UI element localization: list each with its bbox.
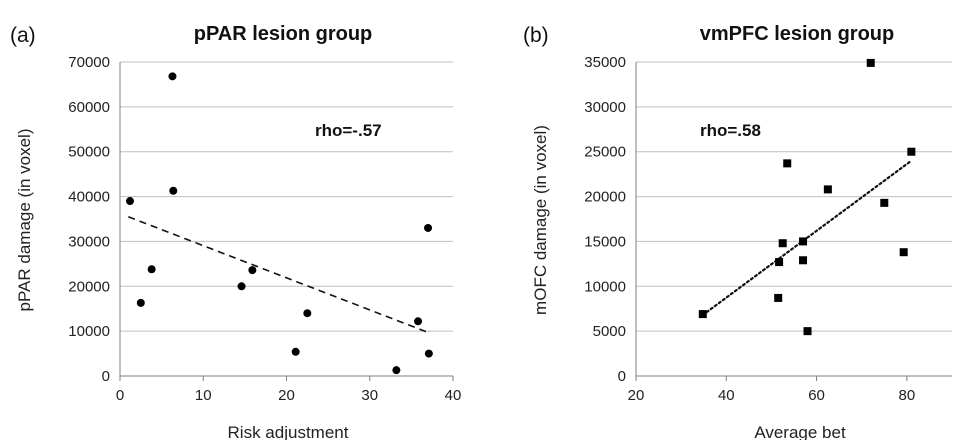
data-point [823,185,832,194]
data-point [803,327,812,336]
data-point [392,366,401,375]
x-tick-label: 40 [718,387,735,404]
data-point [303,309,312,318]
y-tick-label: 30000 [68,233,110,250]
x-tick-label: 20 [278,387,295,404]
trendline-b [701,159,913,317]
data-point [125,197,134,206]
data-point [169,186,178,195]
data-point [136,298,145,307]
x-tick-label: 60 [808,387,825,404]
y-tick-label: 60000 [68,99,110,116]
x-tick-label: 80 [899,387,916,404]
y-tick-label: 50000 [68,144,110,161]
y-tick-label: 10000 [584,278,626,295]
x-tick-label: 0 [116,387,124,404]
data-point [775,258,784,267]
y-tick-label: 70000 [68,54,110,71]
y-tick-label: 40000 [68,189,110,206]
data-point [899,248,908,257]
y-tick-label: 0 [102,368,110,385]
data-point [291,347,300,356]
data-point [414,317,423,326]
data-point [866,58,875,67]
y-tick-label: 20000 [68,278,110,295]
rho-annotation-a: rho=-.57 [315,121,382,140]
x-axis-label-b: Average bet [754,423,846,440]
data-point [907,147,916,156]
chart-title-a: pPAR lesion group [194,23,373,45]
data-point [774,293,783,302]
panel-label-a: (a) [10,24,36,47]
x-tick-label: 30 [361,387,378,404]
chart-title-b: vmPFC lesion group [700,23,894,45]
data-point [799,256,808,265]
data-point [698,310,707,319]
x-tick-label: 40 [445,387,462,404]
y-tick-label: 25000 [584,144,626,161]
y-tick-label: 15000 [584,233,626,250]
y-tick-label: 0 [618,368,626,385]
y-tick-label: 30000 [584,99,626,116]
x-tick-label: 10 [195,387,212,404]
y-tick-label: 20000 [584,189,626,206]
panel-label-b: (b) [523,24,549,47]
chart-panel-b: (b) vmPFC lesion group rho=.58 Average b… [523,23,952,440]
trendline-a [128,216,431,335]
y-tick-label: 10000 [68,323,110,340]
data-point [147,265,156,274]
y-axis-label-a: pPAR damage (in voxel) [15,129,34,312]
data-point [168,72,177,81]
data-point [880,198,889,207]
x-axis-label-a: Risk adjustment [228,423,349,440]
y-tick-label: 35000 [584,54,626,71]
data-point [237,282,246,291]
chart-panel-a: (a) pPAR lesion group rho=-.57 Risk adju… [10,23,461,440]
x-tick-label: 20 [628,387,645,404]
y-tick-label: 5000 [593,323,626,340]
rho-annotation-b: rho=.58 [700,121,761,140]
data-point [783,159,792,168]
y-axis-label-b: mOFC damage (in voxel) [531,125,550,315]
data-point [248,266,257,275]
data-point [799,237,808,246]
data-point [778,239,787,248]
data-point [424,349,433,358]
data-point [424,223,433,232]
